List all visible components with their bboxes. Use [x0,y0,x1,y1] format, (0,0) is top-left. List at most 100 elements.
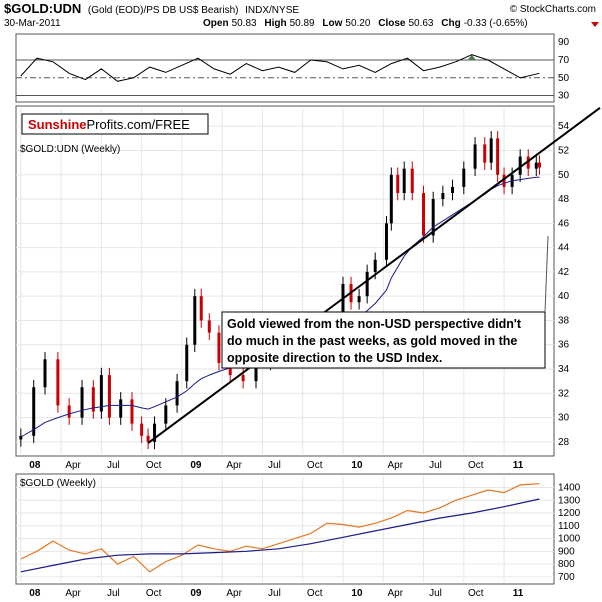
candle [410,161,414,201]
x-tick-label: Oct [307,588,323,599]
candle [56,352,60,413]
candle [534,155,538,176]
candle [164,398,168,431]
x-tick-label: Oct [307,460,323,471]
indicator-line [20,54,540,82]
x-tick-label: Apr [65,460,81,471]
candle [241,367,245,389]
y-tick-label: 30 [558,91,570,102]
x-tick-label: Apr [387,460,403,471]
candle [473,137,477,176]
candle [99,367,103,419]
candle [402,161,406,201]
y-tick-label: 1300 [558,495,581,506]
candle [119,392,123,425]
annotation-line-2: do much in the past weeks, as gold moved… [227,334,517,348]
candle [43,352,47,395]
logo-box: SunshineProfits.com/FREE [21,113,209,135]
y-tick-label: 52 [558,145,570,156]
candle [483,137,487,170]
y-tick-label: 48 [558,194,570,205]
candle [357,288,361,310]
x-tick-label: Oct [468,460,484,471]
candle [185,337,189,389]
description: (Gold (EOD)/PS DB US$ Bearish) [88,5,239,16]
comparison-panel-title: $GOLD (Weekly) [20,478,96,489]
candle [526,149,530,176]
candle [518,149,522,183]
x-tick-label: Jul [107,588,120,599]
price-panel: 28 30 32 34 36 38 40 42 44 46 48 50 52 54 $GOLD:UDN (… [15,105,601,457]
candle [217,325,221,371]
chart-date: 30-Mar-2011 [4,18,61,29]
y-tick-label: 40 [558,291,570,302]
candle [67,398,71,425]
x-tick-label: Apr [226,460,242,471]
x-axis-comparison: 08 Apr Jul Oct 09 Apr Jul Oct 10 Apr Jul Oct 11 [29,588,524,599]
candle [489,131,493,170]
candle [130,392,134,431]
price-panel-title: $GOLD:UDN (Weekly) [20,144,120,155]
symbol: $GOLD:UDN [4,1,81,16]
trendline [147,107,601,444]
candle [496,131,500,183]
candle [462,161,466,195]
y-tick-label: 1100 [558,521,580,532]
x-tick-label: 10 [351,588,363,599]
candle [153,416,157,450]
x-tick-label: Jul [268,460,281,471]
candle [193,288,197,353]
x-tick-label: 11 [513,588,524,599]
series-line-gold [20,483,540,573]
y-tick-label: 30 [558,413,570,424]
y-tick-label: 50 [558,73,570,84]
svg-text:SunshineProfits.com/FREE: SunshineProfits.com/FREE [28,117,190,132]
candle [441,185,445,207]
x-tick-label: Oct [146,588,162,599]
triangle-down-icon [591,22,599,27]
series-line-moving-average [20,498,540,573]
candle [389,167,393,231]
x-tick-label: 08 [29,588,41,599]
x-tick-label: 09 [190,588,202,599]
x-tick-label: 08 [29,460,41,471]
y-tick-label: 32 [558,388,570,399]
y-tick-label: 34 [558,364,570,375]
x-tick-label: 11 [513,460,524,471]
annotation-line-1: Gold viewed from the non-USD perspective… [227,317,522,331]
candle [422,185,426,243]
candle [107,367,111,425]
y-tick-label: 54 [558,121,570,132]
candle [32,379,36,444]
y-tick-label: 50 [558,170,570,181]
candle [396,167,400,201]
x-tick-label: Jul [107,460,120,471]
candle [146,428,150,450]
candle [431,191,435,243]
x-tick-label: Apr [226,588,242,599]
x-tick-label: Oct [146,460,162,471]
candle [384,216,388,268]
y-tick-label: 900 [558,546,575,557]
x-tick-label: Jul [429,588,442,599]
y-tick-label: 1000 [558,534,581,545]
candle [365,264,369,304]
candle [199,288,203,328]
candle [140,416,144,444]
y-tick-label: 90 [558,37,570,48]
y-tick-label: 36 [558,340,570,351]
logo-part2: Profits.com/FREE [87,117,191,132]
candle [91,379,95,419]
indicator-panel: 30 50 70 90 [15,33,570,103]
exchange: INDX/NYSE [245,5,299,16]
y-tick-label: 800 [558,559,575,570]
watermark: © StockCharts.com [510,4,596,15]
y-tick-label: 1200 [558,508,581,519]
annotation-line-3: opposite direction to the USD Index. [227,351,442,365]
y-tick-label: 42 [558,267,570,278]
candle [19,428,23,447]
candle [451,179,455,201]
y-tick-label: 70 [558,55,570,66]
